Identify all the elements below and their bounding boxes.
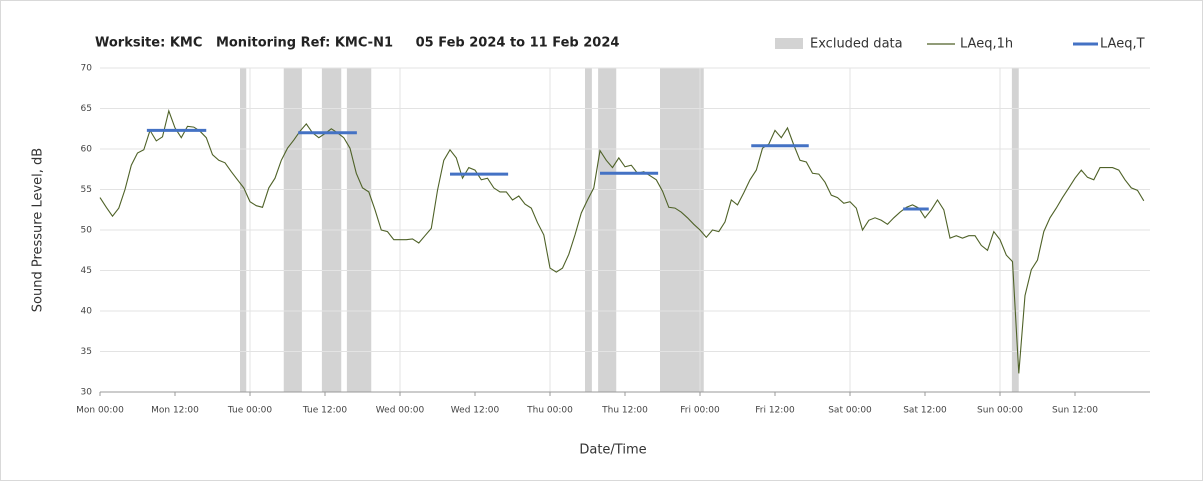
x-tick-label: Thu 00:00 xyxy=(526,406,573,416)
x-tick-label: Wed 12:00 xyxy=(451,406,500,416)
y-tick-label: 50 xyxy=(81,226,93,236)
y-axis-title: Sound Pressure Level, dB xyxy=(31,148,46,312)
y-tick-label: 65 xyxy=(81,104,92,114)
y-tick-label: 55 xyxy=(81,185,92,195)
x-tick-label: Thu 12:00 xyxy=(601,406,648,416)
x-tick-label: Wed 00:00 xyxy=(376,406,425,416)
legend-label: LAeq,1h xyxy=(960,37,1013,52)
legend-label: Excluded data xyxy=(810,37,903,52)
x-tick-label: Tue 12:00 xyxy=(302,406,347,416)
y-tick-label: 30 xyxy=(81,388,93,398)
x-tick-label: Sat 12:00 xyxy=(903,406,947,416)
x-tick-label: Sat 00:00 xyxy=(828,406,872,416)
y-tick-label: 35 xyxy=(81,347,92,357)
legend-label: LAeq,T xyxy=(1100,37,1145,52)
x-tick-label: Tue 00:00 xyxy=(227,406,272,416)
x-tick-label: Fri 12:00 xyxy=(755,406,795,416)
x-tick-label: Fri 00:00 xyxy=(680,406,720,416)
x-axis-title: Date/Time xyxy=(579,443,646,458)
legend-swatch xyxy=(775,38,803,49)
x-tick-label: Sun 00:00 xyxy=(977,406,1023,416)
y-tick-label: 70 xyxy=(81,64,93,74)
y-tick-label: 45 xyxy=(81,266,92,276)
y-tick-label: 60 xyxy=(81,145,93,155)
chart-title: Worksite: KMC Monitoring Ref: KMC-N1 05 … xyxy=(95,36,619,51)
x-tick-label: Mon 00:00 xyxy=(76,406,124,416)
data-line xyxy=(99,109,1145,374)
x-tick-label: Mon 12:00 xyxy=(151,406,199,416)
x-tick-label: Sun 12:00 xyxy=(1052,406,1098,416)
y-tick-label: 40 xyxy=(81,307,93,317)
